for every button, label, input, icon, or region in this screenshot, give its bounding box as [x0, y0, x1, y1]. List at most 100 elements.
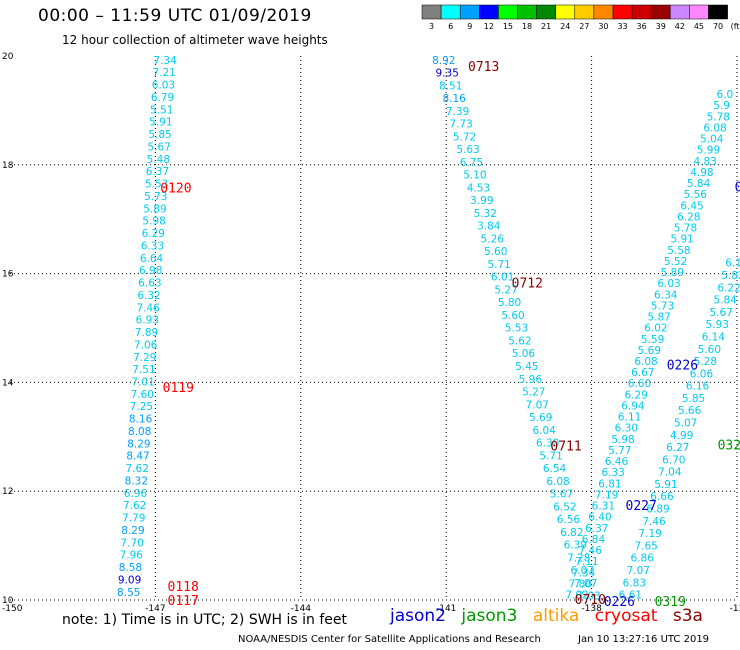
wave-height-value: 5.60: [501, 310, 524, 322]
wave-height-value: 5.73: [651, 300, 674, 312]
wave-height-value: 5.78: [674, 223, 697, 235]
wave-height-value: 7.07: [526, 399, 549, 411]
wave-height-value: 8.32: [125, 475, 148, 487]
wave-height-value: 7.01: [131, 377, 154, 389]
wave-height-value: 5.78: [707, 111, 730, 123]
wave-height-value: 5.45: [515, 361, 538, 373]
wave-height-value: 6.01: [491, 272, 514, 284]
wave-height-value: 5.93: [706, 319, 729, 331]
y-tick-label: 20: [2, 52, 14, 62]
wave-height-value: 9.09: [118, 574, 141, 586]
wave-height-value: 5.66: [678, 405, 702, 417]
wave-height-value: 7.80: [569, 578, 592, 590]
wave-height-value: 6.03: [152, 80, 175, 92]
pass-time-label: 0226: [604, 595, 635, 610]
wave-height-value: 7.06: [134, 339, 158, 351]
colorbar-label: 18: [522, 22, 532, 31]
wave-height-value: 5.91: [670, 234, 693, 246]
wave-height-value: 6.79: [151, 92, 174, 104]
wave-height-value: 5.07: [674, 417, 697, 429]
colorbar-swatch: [708, 4, 728, 20]
wave-height-value: 7.02: [565, 590, 588, 602]
pass-time-label: 0120: [160, 182, 191, 197]
wave-height-value: 5.26: [481, 233, 505, 245]
wave-height-value: 6.02: [644, 323, 667, 335]
wave-height-value: 6.75: [460, 157, 483, 169]
colorbar-label: 45: [694, 22, 704, 31]
wave-height-value: 7.70: [120, 537, 143, 549]
colorbar-swatch: [517, 4, 537, 20]
wave-height-value: 6.52: [553, 501, 576, 513]
colorbar-swatch: [459, 4, 480, 20]
wave-height-value: 5.27: [522, 387, 545, 399]
y-tick-label: 18: [2, 161, 14, 171]
colorbar-swatch: [479, 4, 499, 20]
colorbar-swatch: [631, 4, 652, 20]
wave-height-value: 5.60: [484, 246, 507, 258]
colorbar-label: 42: [675, 22, 685, 31]
wave-height-value: 5.10: [463, 170, 486, 182]
colorbar-swatch: [670, 4, 690, 20]
wave-height-value: 5.96: [519, 374, 543, 386]
wave-height-value: 5.06: [512, 348, 536, 360]
footer-timestamp: Jan 10 13:27:16 UTC 2019: [578, 634, 710, 645]
wave-height-value: 7.29: [133, 352, 156, 364]
wave-height-value: 6.28: [677, 211, 700, 223]
wave-height-value: 7.25: [130, 401, 153, 413]
x-tick-label: -13: [730, 604, 740, 614]
y-tick-label: 12: [2, 487, 13, 497]
wave-height-value: 7.46: [136, 302, 160, 314]
wave-height-value: 5.62: [508, 335, 531, 347]
wave-height-value: 7.34: [572, 567, 596, 579]
wave-height-value: 7.73: [449, 119, 472, 131]
wave-height-value: 6.66: [650, 491, 674, 503]
wave-height-value: 6.0: [717, 89, 734, 101]
wave-height-value: 6.29: [142, 228, 165, 240]
wave-height-value: 4.83: [693, 156, 716, 168]
wave-height-value: 6.03: [657, 278, 680, 290]
pass-time-label: 0226: [667, 358, 698, 373]
wave-height-value: 7.19: [595, 489, 618, 501]
wave-height-value: 3.99: [470, 195, 493, 207]
wave-height-value: 6.56: [557, 514, 581, 526]
colorbar-label: 24: [560, 22, 570, 31]
pass-time-label: 0710: [575, 593, 606, 608]
pass-time-label: 0711: [550, 440, 581, 455]
wave-height-value: 5.67: [147, 141, 170, 153]
wave-height-value: 5.56: [684, 189, 708, 201]
colorbar-unit: (ft): [731, 22, 740, 31]
wave-height-value: 6.04: [532, 425, 556, 437]
wave-height-value: 7.07: [574, 578, 597, 590]
colorbar-label: 12: [484, 22, 494, 31]
wave-height-value: 6.30: [615, 423, 638, 435]
wave-height-value: 6.17: [725, 258, 740, 270]
wave-height-value: 6.27: [666, 442, 689, 454]
footer-note: note: 1) Time is in UTC; 2) SWH is in fe…: [62, 612, 348, 628]
wave-height-value: 6.93: [136, 315, 159, 327]
wave-height-value: 8.55: [117, 587, 140, 599]
x-tick-label: -147: [145, 604, 165, 614]
wave-height-value: 6.70: [662, 454, 685, 466]
wave-height-value: 6.45: [680, 200, 703, 212]
chart-subtitle: 12 hour collection of altimeter wave hei…: [62, 33, 328, 47]
colorbar-swatch: [612, 4, 633, 20]
y-tick-label: 16: [2, 270, 14, 280]
wave-height-value: 6.86: [631, 553, 655, 565]
pass-time-label: 0227: [626, 499, 657, 514]
colorbar-label: 15: [503, 22, 513, 31]
wave-height-value: 5.91: [654, 479, 677, 491]
colorbar-label: 30: [598, 22, 608, 31]
wave-height-value: 6.08: [703, 122, 726, 134]
y-tick-label: 10: [2, 596, 14, 606]
colorbar-swatch: [440, 4, 461, 20]
wave-height-value: 5.59: [641, 334, 664, 346]
wave-height-value: 6.14: [702, 331, 726, 343]
wave-height-value: 8.16: [442, 93, 466, 105]
colorbar-swatch: [555, 4, 576, 20]
wave-height-value: 6.83: [623, 577, 646, 589]
wave-height-value: 5.89: [661, 267, 684, 279]
wave-height-value: 6.31: [592, 501, 615, 513]
wave-height-value: 7.62: [123, 500, 146, 512]
